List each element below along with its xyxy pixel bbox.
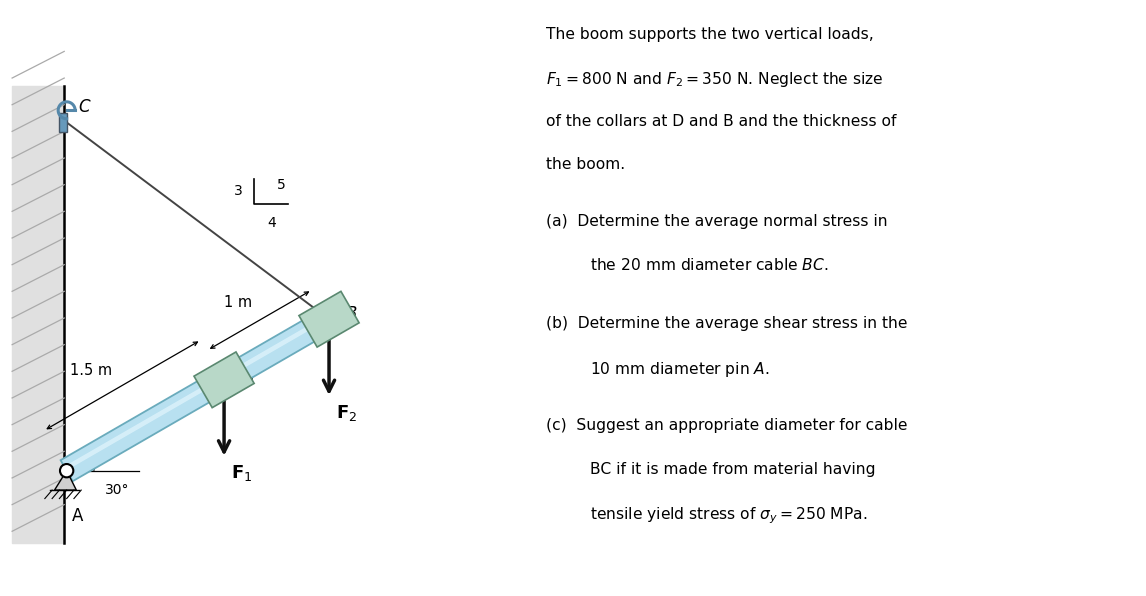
Polygon shape: [64, 315, 329, 470]
Text: the 20 mm diameter cable $\it{BC}$.: the 20 mm diameter cable $\it{BC}$.: [590, 257, 829, 274]
Text: A: A: [71, 507, 83, 525]
Bar: [60, 113, 66, 132]
Text: $\mathbf{F}_2$: $\mathbf{F}_2$: [336, 403, 358, 423]
Polygon shape: [299, 291, 359, 347]
Text: 4: 4: [267, 216, 276, 230]
Polygon shape: [61, 309, 335, 481]
Text: 3: 3: [234, 184, 242, 198]
Text: $\mathbf{F}_1$: $\mathbf{F}_1$: [231, 464, 253, 483]
Text: B: B: [346, 305, 358, 324]
Circle shape: [60, 464, 73, 477]
Text: BC if it is made from material having: BC if it is made from material having: [590, 462, 876, 477]
Text: (c)  Suggest an appropriate diameter for cable: (c) Suggest an appropriate diameter for …: [547, 418, 908, 433]
Text: 30°: 30°: [105, 483, 129, 497]
Text: (a)  Determine the average normal stress in: (a) Determine the average normal stress …: [547, 214, 888, 229]
Polygon shape: [194, 352, 254, 408]
Text: C: C: [79, 98, 91, 116]
Text: The boom supports the two vertical loads,: The boom supports the two vertical loads…: [547, 27, 874, 42]
Text: of the collars at D and B and the thickness of: of the collars at D and B and the thickn…: [547, 114, 897, 129]
Text: 1.5 m: 1.5 m: [70, 363, 112, 378]
Text: 10 mm diameter pin $\it{A}$.: 10 mm diameter pin $\it{A}$.: [590, 359, 770, 378]
Polygon shape: [55, 471, 77, 490]
Text: $F_1 = 800$ N and $F_2 = 350$ N. Neglect the size: $F_1 = 800$ N and $F_2 = 350$ N. Neglect…: [547, 70, 884, 89]
Text: tensile yield stress of $\sigma_y = 250$ MPa.: tensile yield stress of $\sigma_y = 250$…: [590, 505, 868, 526]
Text: the boom.: the boom.: [547, 157, 626, 172]
Text: (b)  Determine the average shear stress in the: (b) Determine the average shear stress i…: [547, 316, 908, 331]
Text: D: D: [241, 371, 253, 389]
Text: 5: 5: [276, 178, 285, 193]
Text: 1 m: 1 m: [223, 296, 252, 311]
